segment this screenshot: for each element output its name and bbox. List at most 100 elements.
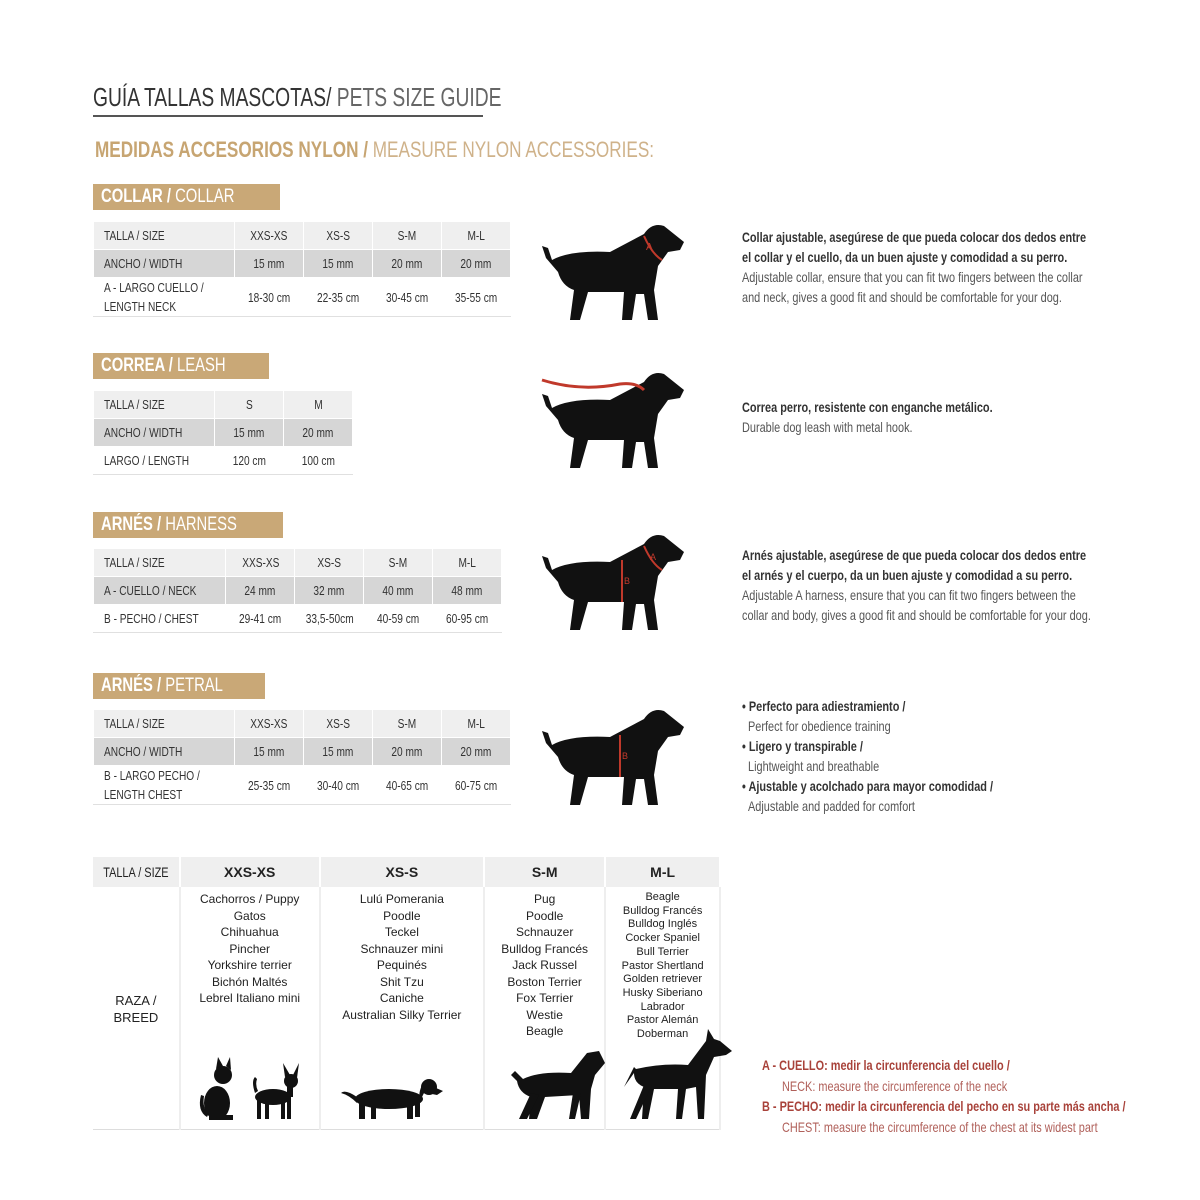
size-cell: 20 mm — [441, 737, 511, 766]
size-cell: S-M — [363, 548, 434, 577]
note-a-es: A - CUELLO: medir la circunferencia del … — [762, 1057, 1010, 1073]
size-row: TALLA / SIZE S M — [93, 390, 353, 419]
size-row: TALLA / SIZE XXS-XS XS-S S-M M-L — [93, 221, 511, 250]
breed-item: Jack Russel — [512, 958, 577, 972]
breed-header-cell: M-L — [605, 857, 721, 887]
size-cell: 15 mm — [214, 418, 284, 447]
breed-list: Pug Poodle Schnauzer Bulldog Francés Jack Ru… — [486, 891, 603, 1040]
breed-header-row: TALLA / SIZE XXS-XS XS-S S-M M-L — [93, 857, 721, 887]
page-subtitle: MEDIDAS ACCESORIOS NYLON / MEASURE NYLON… — [95, 137, 812, 163]
size-cell: 30-45 cm — [372, 277, 442, 317]
breed-item: Teckel — [384, 925, 419, 939]
breed-item: Lulú Pomerania — [359, 892, 444, 906]
petral-description: • Perfecto para adiestramiento / Perfect… — [742, 696, 1064, 816]
breed-item: Golden retriever — [623, 973, 703, 986]
collar-section-label: COLLAR / COLLAR — [93, 184, 281, 210]
breed-list: Cachorros / Puppy Gatos Chihuahua Pincher Yo… — [182, 891, 318, 1007]
breed-item: Pug — [533, 892, 556, 906]
breed-item: Bulldog Francés — [622, 904, 703, 917]
breed-item: Pastor Shertland — [621, 959, 704, 972]
description-line: el collar y el cuello, da un buen ajuste… — [742, 249, 1068, 265]
leash-size-table: TALLA / SIZE S M ANCHO / WIDTH 15 mm 20 mm LAR… — [93, 390, 353, 475]
breed-list: Lulú Pomerania Poodle Teckel Schnauzer mini… — [322, 891, 482, 1023]
breed-item: Schnauzer — [515, 925, 574, 939]
size-cell: ANCHO / WIDTH — [93, 418, 215, 447]
svg-text:B: B — [622, 751, 628, 761]
note-a-en: NECK: measure the circumference of the n… — [782, 1077, 1008, 1094]
harness-dog-illustration: AB — [542, 535, 684, 630]
size-cell: 48 mm — [432, 576, 503, 605]
size-cell: 15 mm — [303, 737, 373, 766]
breed-col-xxs-xs: Cachorros / Puppy Gatos Chihuahua Pincher Yo… — [179, 887, 321, 1130]
size-cell: XS-S — [294, 548, 365, 577]
leash-dog-illustration — [541, 373, 684, 468]
size-cell: XS-S — [303, 221, 373, 250]
size-cell: M — [283, 390, 353, 419]
size-cell: 32 mm — [294, 576, 365, 605]
size-cell: XS-S — [303, 709, 373, 738]
size-row: TALLA / SIZE XXS-XS XS-S S-M M-L — [93, 709, 511, 738]
breed-item: Yorkshire terrier — [207, 958, 292, 972]
size-cell: 20 mm — [372, 249, 442, 278]
size-row: TALLA / SIZE XXS-XS XS-S S-M M-L — [92, 548, 503, 577]
size-cell: 40-59 cm — [363, 604, 434, 633]
breed-col-s-m: Pug Poodle Schnauzer Bulldog Francés Jack Ru… — [484, 887, 607, 1130]
breed-item: Bulldog Inglés — [628, 918, 698, 931]
size-cell: 29-41 cm — [225, 604, 296, 633]
leash-description: Correa perro, resistente con enganche me… — [742, 397, 1063, 437]
size-cell: 120 cm — [214, 446, 284, 475]
petral-size-table: TALLA / SIZE XXS-XS XS-S S-M M-L ANCHO / WIDT… — [93, 709, 511, 805]
size-row: LARGO / LENGTH 120 cm 100 cm — [93, 446, 353, 475]
title-es: GUÍA TALLAS MASCOTAS/ — [93, 82, 332, 112]
subtitle-es: MEDIDAS ACCESORIOS NYLON / — [95, 137, 373, 162]
breed-item: Beagle — [525, 1024, 564, 1038]
breed-item: Pequinés — [376, 958, 427, 972]
size-cell: 40 mm — [363, 576, 434, 605]
page-title: GUÍA TALLAS MASCOTAS/ PETS SIZE GUIDE — [93, 82, 501, 117]
breed-item: Beagle — [645, 891, 680, 903]
size-cell: 20 mm — [283, 418, 353, 447]
breed-item: Bulldog Francés — [501, 941, 588, 956]
description-line: • Perfecto para adiestramiento / — [742, 698, 906, 714]
size-row: ANCHO / WIDTH 15 mm 15 mm 20 mm 20 mm — [93, 249, 511, 278]
svg-text:B: B — [624, 576, 630, 586]
size-cell: M-L — [441, 221, 511, 250]
size-row: A - CUELLO / NECK 24 mm 32 mm 40 mm 48 mm — [92, 576, 503, 605]
breed-item: Poodle — [383, 908, 421, 923]
size-cell: 24 mm — [225, 576, 296, 605]
cat-and-chihuahua-icon — [199, 1057, 299, 1120]
size-cell: LARGO / LENGTH — [93, 446, 215, 475]
description-line: Perfect for obedience training — [748, 718, 891, 734]
description-line: • Ajustable y acolchado para mayor comod… — [742, 778, 994, 794]
breed-item: Husky Siberiano — [622, 986, 703, 999]
size-cell: 60-95 cm — [432, 604, 503, 633]
svg-text:A: A — [646, 242, 653, 253]
description-line: Correa perro, resistente con enganche me… — [742, 399, 993, 415]
breed-header-cell: S-M — [484, 857, 607, 887]
breed-header-cell: XXS-XS — [179, 857, 321, 887]
measurement-notes: A - CUELLO: medir la circunferencia del … — [762, 1055, 1200, 1137]
size-cell: S-M — [372, 709, 442, 738]
breed-item: Bull Terrier — [636, 945, 689, 958]
size-cell: 18-30 cm — [234, 277, 304, 317]
breed-item: Shit Tzu — [379, 974, 424, 989]
description-line: Adjustable collar, ensure that you can f… — [742, 269, 1083, 285]
size-row: ANCHO / WIDTH 15 mm 15 mm 20 mm 20 mm — [93, 737, 511, 766]
size-cell: XXS-XS — [234, 221, 304, 250]
size-row: A - LARGO CUELLO / LENGTH NECK 18-30 cm 22… — [93, 277, 511, 317]
size-cell: A - LARGO CUELLO / LENGTH NECK — [93, 277, 235, 317]
breed-item: Caniche — [379, 991, 424, 1005]
collar-description: Collar ajustable, asegúrese de que pueda… — [742, 227, 1183, 307]
size-row: B - LARGO PECHO / LENGTH CHEST 25-35 cm 30… — [93, 765, 511, 805]
collar-size-table: TALLA / SIZE XXS-XS XS-S S-M M-L ANCHO / WIDT… — [93, 221, 511, 317]
breed-item: Fox Terrier — [516, 991, 574, 1005]
description-line: and neck, gives a good fit and should be… — [742, 289, 1062, 305]
description-line: • Ligero y transpirable / — [742, 738, 863, 754]
breed-item: Lebrel Italiano mini — [199, 991, 301, 1005]
doberman-icon — [624, 1029, 733, 1119]
size-cell: TALLA / SIZE — [93, 221, 235, 250]
size-cell: S — [214, 390, 284, 419]
description-line: Durable dog leash with metal hook. — [742, 419, 913, 435]
breed-item: Westie — [526, 1007, 563, 1022]
